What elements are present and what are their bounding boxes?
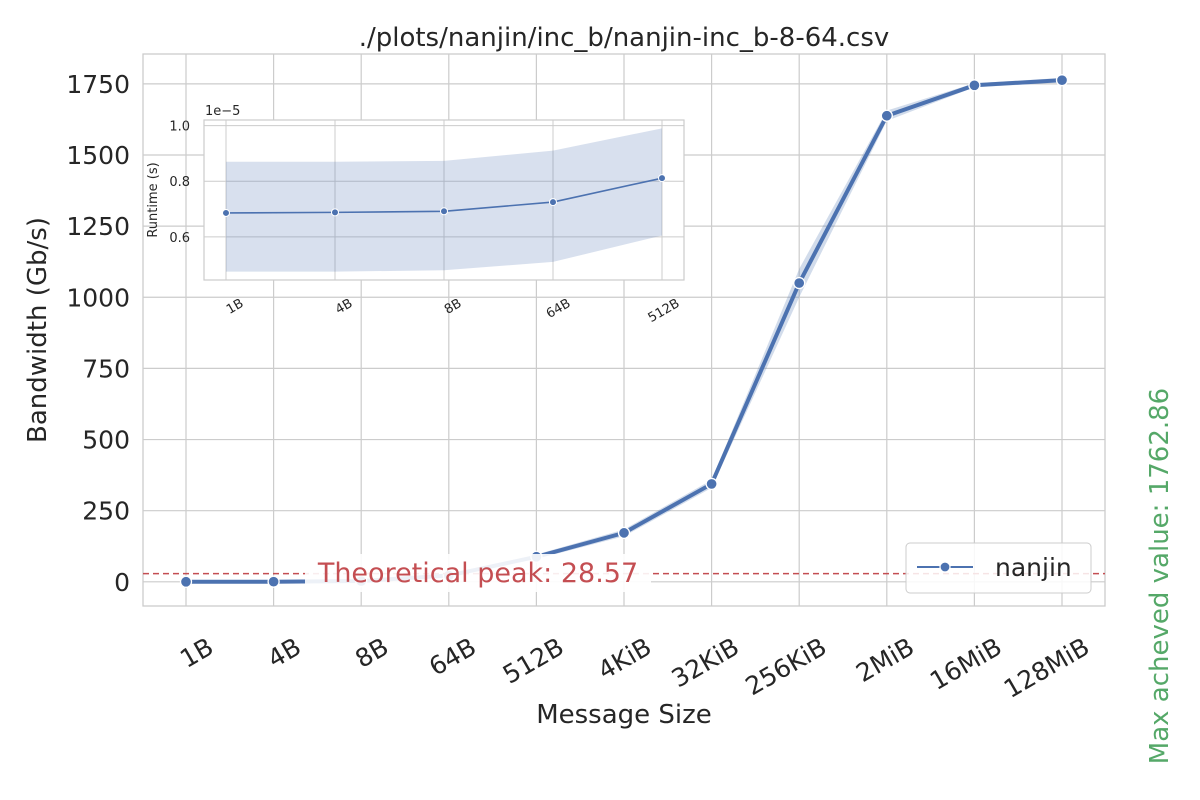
- main-y-tick-label: 750: [82, 354, 130, 383]
- inset-y-axis-label: Runtime (s): [146, 162, 161, 237]
- legend-entry-nanjin: nanjin: [995, 553, 1072, 582]
- main-data-point-1B: [179, 575, 193, 588]
- inset-chart: 0.60.81.0 1B 4B 8B 64B 512B 1e−5 Runtime (s): [146, 104, 685, 326]
- legend-box: [905, 542, 1092, 594]
- legend-marker-swatch: [939, 561, 951, 573]
- inset-data-point-8B: [440, 207, 448, 216]
- main-y-tick-label: 1250: [66, 212, 130, 241]
- inset-data-point-64B: [549, 198, 557, 207]
- x-axis-label: Message Size: [536, 700, 712, 730]
- inset-y-tick-label: 0.8: [169, 175, 190, 190]
- inset-y-tick-label: 1.0: [169, 120, 190, 135]
- main-plot-frame: [142, 53, 1106, 607]
- inset-x-tick-label-4B: 4B: [333, 296, 355, 318]
- inset-series-points: [222, 174, 666, 217]
- peak-label-background: [305, 554, 651, 592]
- main-data-point-2MiB: [880, 109, 893, 122]
- main-data-point-128MiB: [1055, 74, 1069, 87]
- main-y-tick-labels: 0 250 500 750 1000 1250 1500 1750: [66, 70, 130, 597]
- main-y-tick-label: 1750: [66, 70, 130, 99]
- main-confidence-band: [186, 77, 1062, 582]
- main-data-point-4KiB: [617, 526, 631, 540]
- main-data-point-256KiB: [793, 276, 806, 290]
- inset-offset-label: 1e−5: [205, 104, 240, 119]
- inset-y-tick-label: 0.6: [169, 231, 190, 246]
- main-y-tick-label: 250: [82, 497, 130, 526]
- inset-x-tick-label-1B: 1B: [224, 296, 246, 318]
- main-y-tick-label: 0: [114, 568, 130, 597]
- max-achieved-note: Max acheved value: 1762.86: [1145, 388, 1175, 764]
- main-data-point-16MiB: [968, 79, 981, 92]
- inset-x-tick-label-8B: 8B: [442, 296, 464, 318]
- inset-data-point-512B: [658, 174, 666, 183]
- inset-data-point-1B: [222, 208, 230, 217]
- inset-plot-frame: [203, 119, 685, 281]
- y-axis-label: Bandwidth (Gb/s): [23, 217, 53, 443]
- chart-title: ./plots/nanjin/inc_b/nanjin-inc_b-8-64.c…: [359, 23, 890, 53]
- main-y-tick-label: 1500: [66, 141, 130, 170]
- inset-confidence-band: [226, 128, 662, 272]
- main-y-tick-label: 1000: [66, 283, 130, 312]
- theoretical-peak-label: Theoretical peak: 28.57: [317, 558, 638, 589]
- inset-y-tick-labels: 0.6 0.8 1.0: [169, 120, 190, 246]
- main-data-point-4B: [267, 575, 280, 588]
- inset-grid: [204, 120, 684, 280]
- legend: nanjin: [905, 542, 1092, 594]
- main-data-point-32KiB: [705, 477, 718, 491]
- main-y-tick-label: 500: [82, 426, 130, 455]
- inset-data-point-4B: [331, 208, 339, 217]
